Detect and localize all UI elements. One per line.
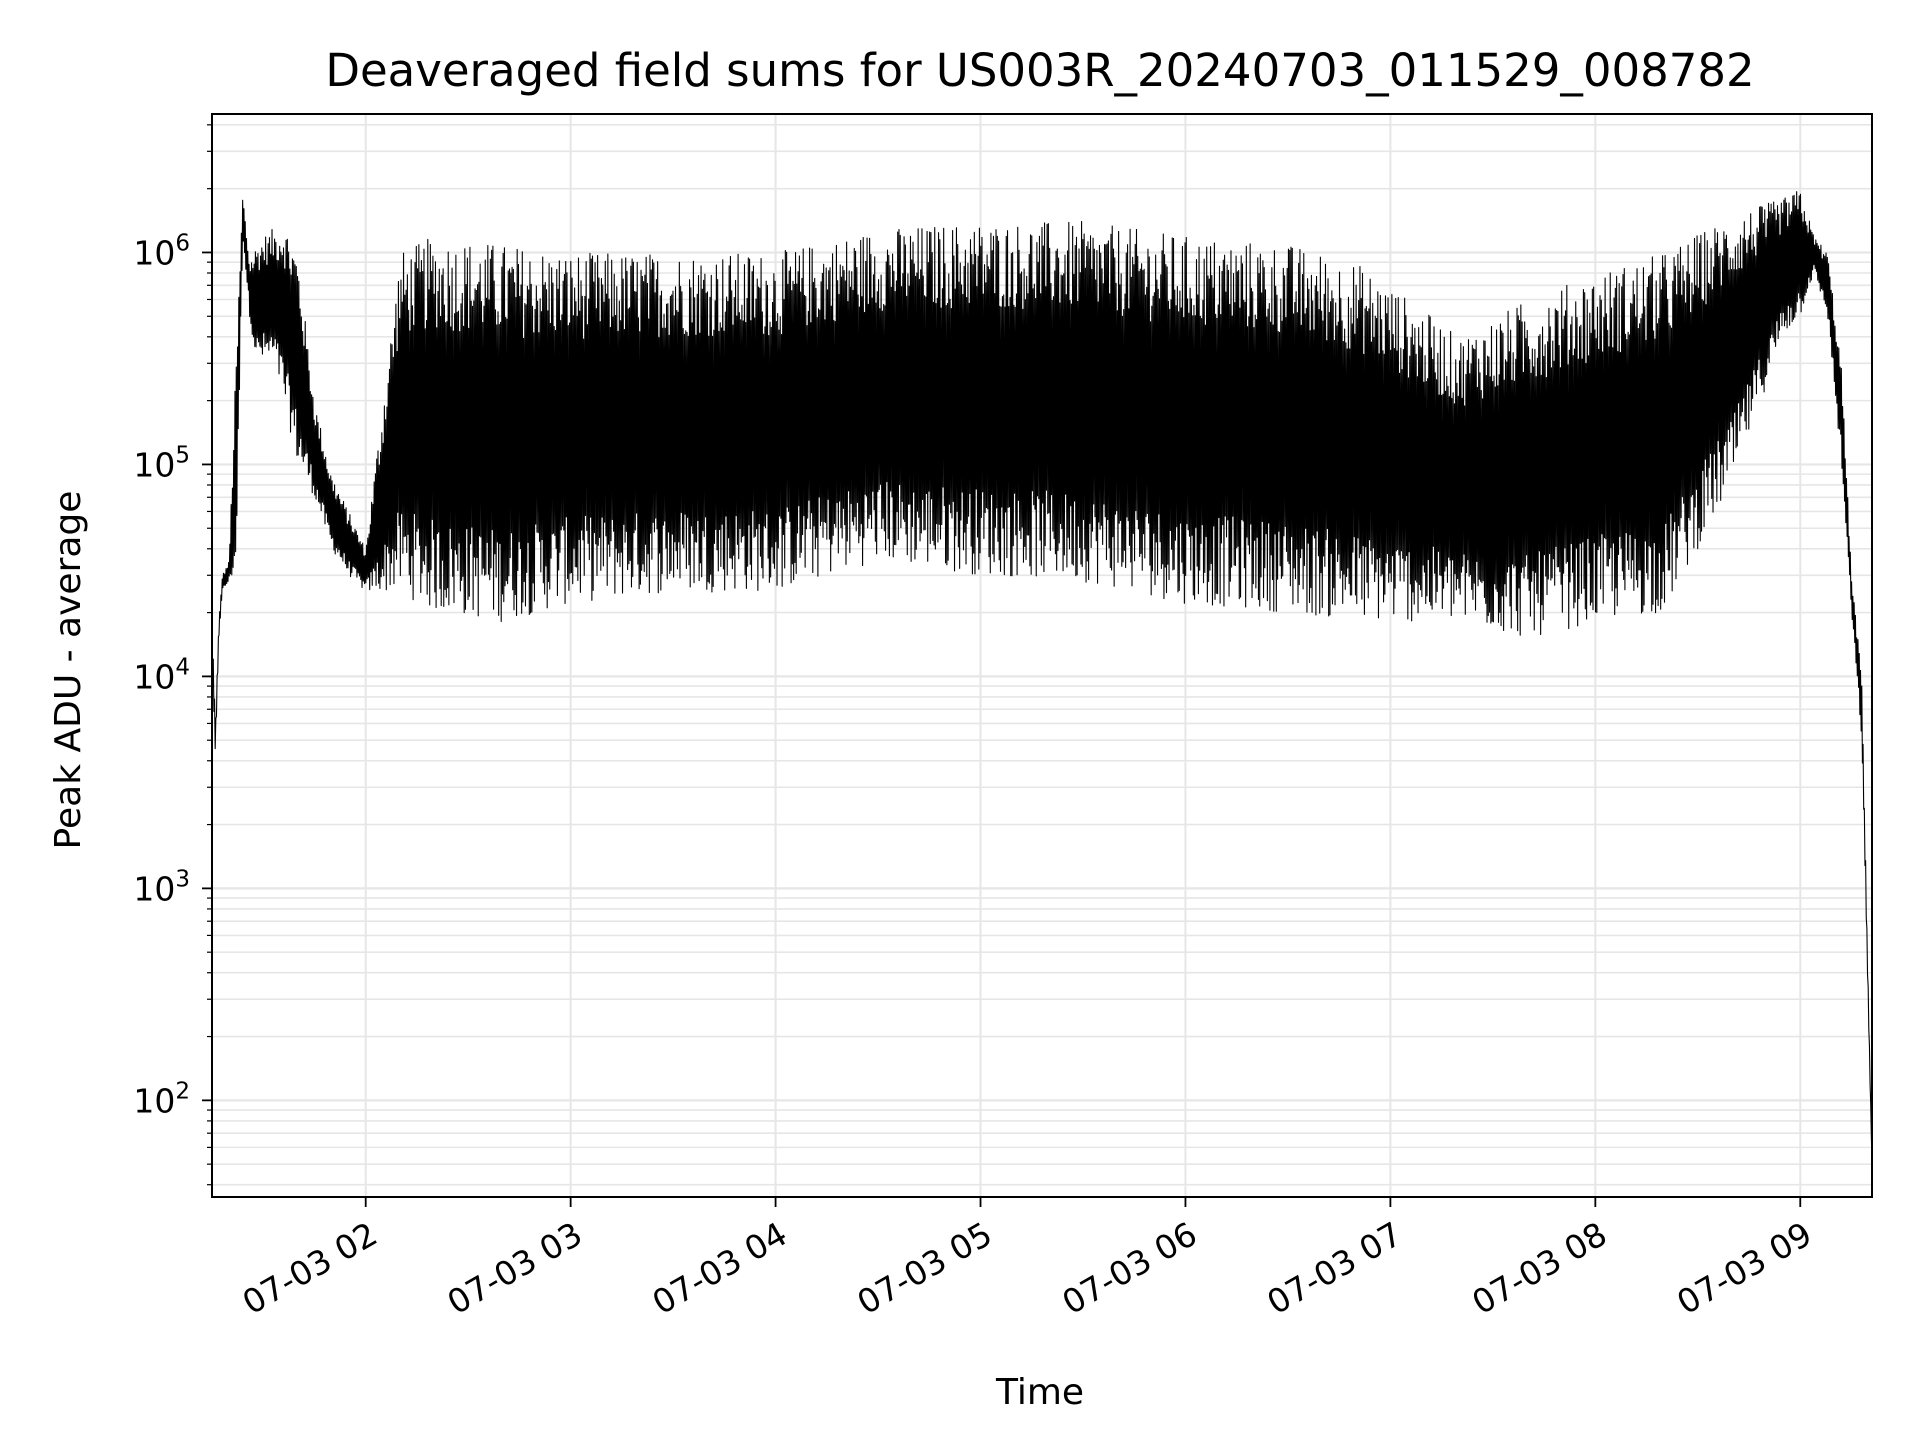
y-tick-label: 104 — [133, 654, 190, 696]
y-tick-label: 106 — [133, 230, 190, 272]
y-axis-title: Peak ADU - average — [48, 491, 89, 850]
y-tick-label: 102 — [133, 1078, 190, 1120]
x-axis-title: Time — [995, 1372, 1084, 1413]
plot-series — [211, 191, 1873, 1165]
series-line — [211, 191, 1873, 1165]
chart-title: Deaveraged field sums for US003R_2024070… — [325, 44, 1754, 97]
y-tick-label: 103 — [133, 866, 190, 908]
y-tick-label: 105 — [133, 442, 190, 484]
plot-frame — [211, 113, 1873, 1198]
